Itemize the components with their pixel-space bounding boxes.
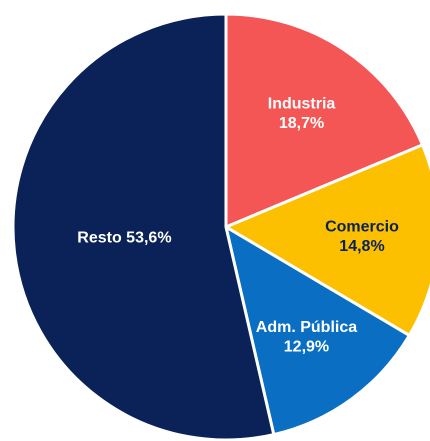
- slice-label: Comercio 14,8%: [325, 219, 399, 255]
- slice-label: Industria 18,7%: [268, 96, 336, 132]
- value-label: 14,8%: [339, 238, 384, 255]
- value-label: 12,9%: [284, 339, 329, 356]
- category-label: Resto: [77, 230, 122, 247]
- value-label: 18,7%: [279, 115, 324, 132]
- value-label: 53,6%: [126, 230, 171, 247]
- category-label: Adm. Pública: [256, 319, 357, 336]
- pie-slice: [224, 225, 411, 437]
- category-label: Industria: [268, 96, 336, 113]
- pie-slice: [224, 12, 425, 229]
- slice-label: Adm. Pública 12,9%: [256, 319, 357, 355]
- category-label: Comercio: [325, 219, 399, 236]
- pie-slice: [224, 143, 430, 337]
- pie-slice: [11, 12, 276, 441]
- slice-label: Resto 53,6%: [77, 230, 171, 247]
